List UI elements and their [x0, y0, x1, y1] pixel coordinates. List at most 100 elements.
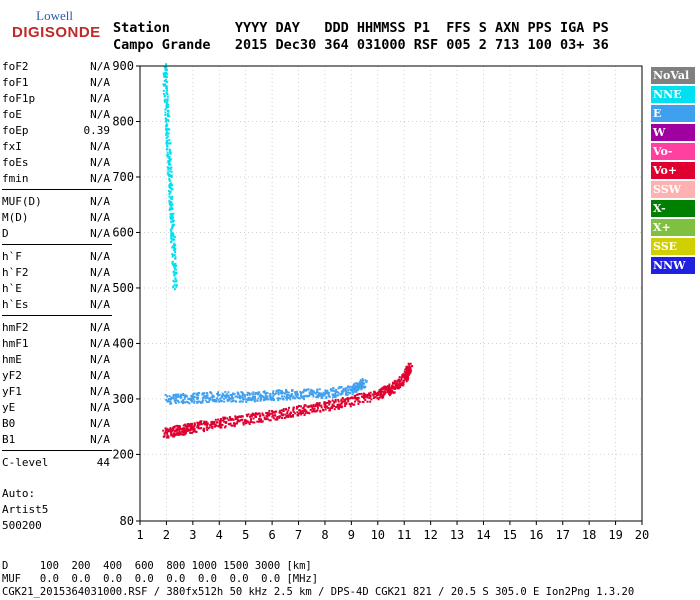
echo-dot-e	[337, 391, 340, 394]
echo-dot-vo	[219, 424, 222, 427]
echo-dot-e	[263, 390, 266, 393]
echo-dot-e	[308, 395, 311, 398]
echo-dot-e	[279, 389, 282, 392]
echo-dot-vo	[205, 420, 208, 423]
param-name: hmF2	[2, 321, 29, 334]
echo-dot-vo	[306, 411, 309, 414]
param-row: B1 N/A	[2, 433, 110, 447]
echo-dot-e	[314, 392, 317, 395]
echo-dot-vo	[379, 394, 382, 397]
echo-dot-vo	[298, 404, 301, 407]
x-tick-label: 6	[268, 528, 275, 542]
echo-dot-e	[215, 399, 218, 402]
echo-dot-vo	[367, 394, 370, 397]
echo-dot-e	[364, 385, 367, 388]
echo-dot-e	[342, 387, 345, 390]
echo-dot-nne	[168, 163, 171, 166]
echo-dot-e	[190, 397, 193, 400]
echo-dot-vo	[316, 403, 319, 406]
echo-dot-vo	[362, 394, 365, 397]
echo-dot-e	[285, 388, 288, 391]
echo-dot-vo	[283, 417, 286, 420]
param-value: 0.39	[83, 124, 111, 137]
echo-dot-vo	[318, 402, 321, 405]
echo-dot-e	[176, 399, 179, 402]
echo-dot-vo	[284, 413, 287, 416]
echo-dot-vo	[224, 416, 227, 419]
echo-dot-e	[318, 392, 321, 395]
echo-dot-vo	[164, 427, 167, 430]
echo-dot-nne	[169, 168, 172, 171]
echo-dot-e	[237, 392, 240, 395]
echo-dot-vo	[230, 424, 233, 427]
echo-dot-vo	[342, 400, 345, 403]
echo-dot-vo	[300, 413, 303, 416]
echo-dot-e	[245, 400, 248, 403]
echo-dot-nne	[169, 191, 172, 194]
echo-dot-e	[300, 391, 303, 394]
y-tick-label: 700	[112, 170, 134, 184]
echo-dot-e	[192, 398, 195, 401]
echo-dot-vo	[324, 408, 327, 411]
echo-dot-vo	[394, 384, 397, 387]
echo-dot-e	[179, 393, 182, 396]
echo-dot-nne	[171, 220, 174, 223]
legend-entry-nne: NNE	[651, 86, 695, 103]
echo-dot-e	[193, 392, 196, 395]
echo-dot-vo	[197, 422, 200, 425]
echo-dot-e	[203, 394, 206, 397]
echo-dot-vo	[380, 391, 383, 394]
param-value: 44	[96, 456, 110, 469]
echo-dot-vo	[257, 412, 260, 415]
echo-dot-vo	[376, 392, 379, 395]
echo-dot-e	[248, 396, 251, 399]
echo-dot-nne	[171, 215, 174, 218]
distance-row: D 100 200 400 600 800 1000 1500 3000 [km…	[2, 560, 312, 572]
echo-dot-vo	[188, 429, 191, 432]
echo-dot-vo	[388, 383, 391, 386]
echo-dot-e	[272, 394, 275, 397]
echo-dot-vo	[206, 428, 209, 431]
echo-dot-vo	[192, 430, 195, 433]
echo-dot-e	[277, 392, 280, 395]
echo-dot-e	[291, 389, 294, 392]
echo-dot-vo	[358, 393, 361, 396]
echo-dot-e	[242, 393, 245, 396]
echo-dot-e	[258, 395, 261, 398]
echo-dot-nne	[168, 115, 171, 118]
param-value: N/A	[90, 195, 110, 208]
echo-dot-vo	[402, 380, 405, 383]
echo-dot-vo	[360, 395, 363, 398]
echo-dot-vo	[196, 426, 199, 429]
echo-dot-e	[322, 394, 325, 397]
echo-dot-vo	[172, 433, 175, 436]
echo-dot-e	[347, 389, 350, 392]
x-tick-label: 2	[163, 528, 170, 542]
distance-muf-table: D 100 200 400 600 800 1000 1500 3000 [km…	[2, 560, 318, 585]
echo-dot-e	[363, 382, 366, 385]
echo-dot-nne	[163, 98, 166, 101]
echo-dot-vo	[289, 412, 292, 415]
echo-dot-vo	[407, 371, 410, 374]
echo-dot-vo	[252, 417, 255, 420]
echo-dot-vo	[340, 402, 343, 405]
echo-dot-vo	[341, 397, 344, 400]
echo-dot-e	[177, 395, 180, 398]
echo-dot-vo	[354, 400, 357, 403]
echo-dot-nne	[168, 174, 171, 177]
echo-dot-vo	[292, 406, 295, 409]
echo-dot-vo	[260, 420, 263, 423]
echo-dot-vo	[265, 412, 268, 415]
echo-dot-e	[277, 393, 280, 396]
param-name: yE	[2, 401, 16, 414]
echo-dot-vo	[246, 415, 249, 418]
echo-dot-e	[292, 395, 295, 398]
echo-dot-nne	[174, 256, 177, 259]
echo-dot-vo	[193, 430, 196, 433]
echo-dot-e	[247, 396, 250, 399]
echo-dot-e	[337, 394, 340, 397]
param-value: N/A	[90, 417, 110, 430]
echo-dot-vo	[229, 418, 232, 421]
param-value: N/A	[90, 140, 110, 153]
param-name: foEp	[2, 124, 29, 137]
